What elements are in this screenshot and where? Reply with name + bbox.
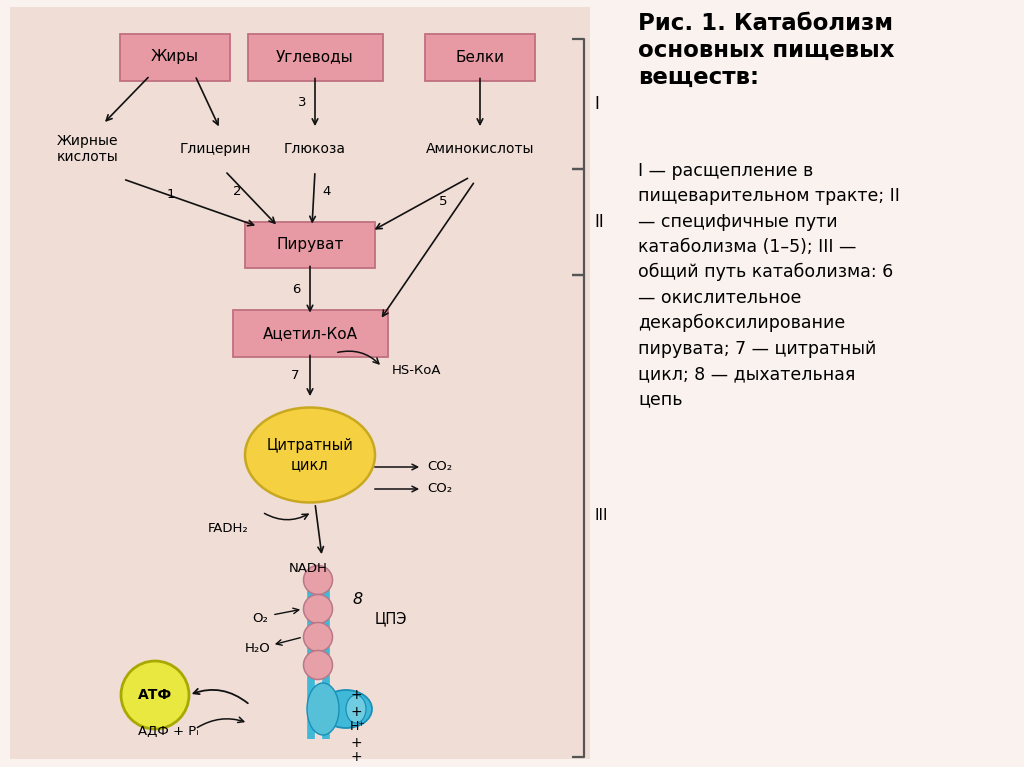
Text: +: + xyxy=(350,750,361,764)
Text: 1: 1 xyxy=(166,188,175,201)
FancyBboxPatch shape xyxy=(232,311,387,357)
Ellipse shape xyxy=(346,695,366,723)
Text: CO₂: CO₂ xyxy=(427,482,453,495)
Text: I: I xyxy=(594,95,599,113)
Text: 3: 3 xyxy=(298,96,306,109)
Text: Аминокислоты: Аминокислоты xyxy=(426,142,535,156)
FancyBboxPatch shape xyxy=(10,7,590,759)
Text: II: II xyxy=(594,213,604,231)
Text: I — расщепление в
пищеварительном тракте; II
— специфичные пути
катаболизма (1–5: I — расщепление в пищеварительном тракте… xyxy=(638,162,900,408)
Text: 8: 8 xyxy=(352,591,362,607)
Text: Глюкоза: Глюкоза xyxy=(284,142,346,156)
Text: 6: 6 xyxy=(292,283,300,296)
Text: Глицерин: Глицерин xyxy=(179,142,251,156)
Text: Жирные
кислоты: Жирные кислоты xyxy=(57,134,119,164)
Circle shape xyxy=(303,623,333,651)
Text: FADH₂: FADH₂ xyxy=(208,522,249,535)
Text: H₂O: H₂O xyxy=(245,643,270,656)
FancyBboxPatch shape xyxy=(120,34,230,81)
Text: Цитратный
цикл: Цитратный цикл xyxy=(266,438,353,472)
Text: +: + xyxy=(350,688,361,702)
Text: +: + xyxy=(350,705,361,719)
Text: NADH: NADH xyxy=(289,562,328,575)
Ellipse shape xyxy=(319,690,372,728)
Text: Жиры: Жиры xyxy=(151,50,199,64)
FancyBboxPatch shape xyxy=(245,222,375,268)
Text: 4: 4 xyxy=(323,186,331,198)
Circle shape xyxy=(121,661,189,729)
Text: ЦПЭ: ЦПЭ xyxy=(375,611,408,627)
Text: АТФ: АТФ xyxy=(138,688,172,702)
Circle shape xyxy=(303,565,333,594)
FancyBboxPatch shape xyxy=(248,34,383,81)
Text: Рис. 1. Катаболизм
основных пищевых
веществ:: Рис. 1. Катаболизм основных пищевых веще… xyxy=(638,12,895,89)
Ellipse shape xyxy=(245,407,375,502)
Text: 5: 5 xyxy=(438,195,447,208)
Ellipse shape xyxy=(307,683,339,735)
Text: 2: 2 xyxy=(233,186,242,198)
Text: CO₂: CO₂ xyxy=(427,460,453,473)
Text: 7: 7 xyxy=(291,369,299,382)
Text: +: + xyxy=(350,736,361,750)
Text: O₂: O₂ xyxy=(252,613,268,626)
FancyBboxPatch shape xyxy=(425,34,535,81)
Text: III: III xyxy=(594,509,607,524)
Circle shape xyxy=(303,594,333,624)
Text: Углеводы: Углеводы xyxy=(276,50,354,64)
Text: Пируват: Пируват xyxy=(276,238,344,252)
Text: HS-КоА: HS-КоА xyxy=(392,364,441,377)
Circle shape xyxy=(303,650,333,680)
Text: АДФ + Рᵢ: АДФ + Рᵢ xyxy=(138,725,199,738)
Text: Ацетил-КоА: Ацетил-КоА xyxy=(262,327,357,341)
Text: Белки: Белки xyxy=(456,50,505,64)
Text: H⁺: H⁺ xyxy=(350,720,366,733)
